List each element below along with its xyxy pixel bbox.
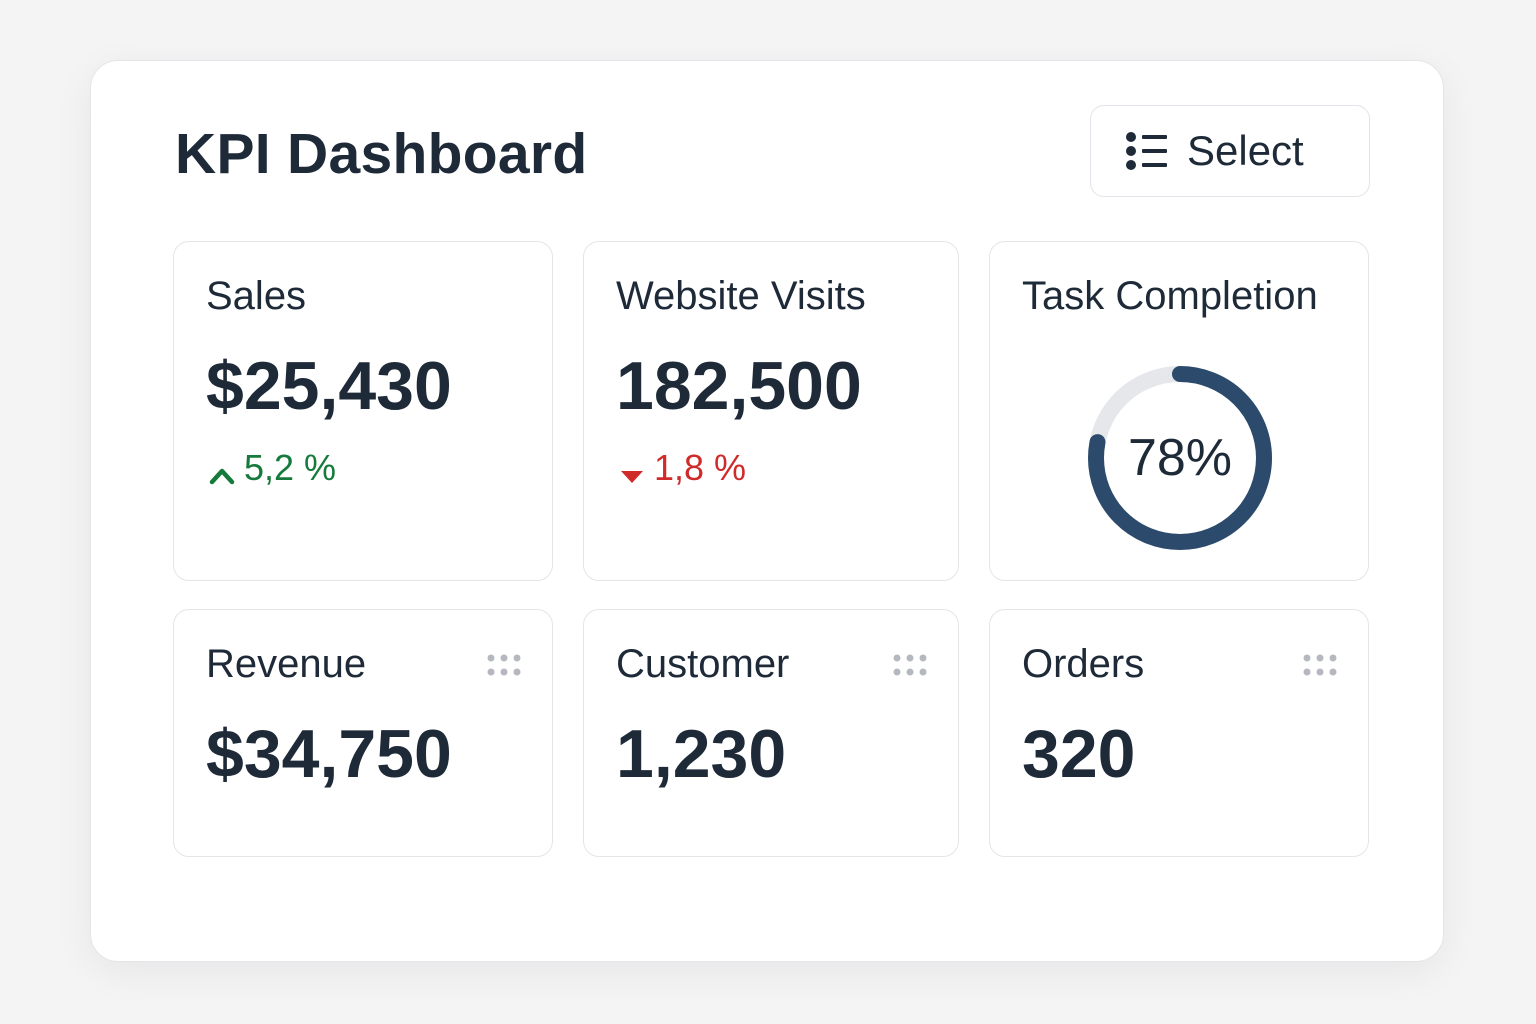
progress-ring-fill — [1088, 366, 1272, 550]
kpi-card-title: Website Visits — [616, 274, 866, 318]
select-button[interactable]: Select — [1090, 105, 1370, 197]
kpi-card-title: Orders — [1022, 642, 1145, 686]
kpi-change-indicator: 5,2 % — [208, 448, 336, 488]
page-title: KPI Dashboard — [175, 122, 588, 186]
kpi-card-value: $25,430 — [206, 348, 452, 424]
kpi-card-value: 182,500 — [616, 348, 862, 424]
kpi-change-value: 1,8 % — [654, 447, 747, 488]
kpi-card-customer[interactable]: Customer 1,230 — [583, 609, 959, 857]
kpi-change-indicator: 1,8 % — [618, 448, 746, 488]
kpi-card-title: Task Completion — [1022, 274, 1318, 318]
drag-handle-icon[interactable] — [1302, 652, 1338, 678]
arrow-down-icon — [618, 456, 646, 483]
kpi-card-sales[interactable]: Sales $25,430 5,2 % — [173, 241, 553, 581]
drag-handle-icon[interactable] — [486, 652, 522, 678]
kpi-card-title: Sales — [206, 274, 307, 318]
kpi-card-title: Customer — [616, 642, 790, 686]
kpi-card-website-visits[interactable]: Website Visits 182,500 1,8 % — [583, 241, 959, 581]
kpi-change-value: 5,2 % — [244, 447, 337, 488]
list-icon — [1125, 129, 1169, 173]
kpi-card-task-completion[interactable]: Task Completion 78% — [989, 241, 1369, 581]
kpi-card-title: Revenue — [206, 642, 367, 686]
select-button-label: Select — [1187, 127, 1304, 174]
progress-ring-label: 78% — [1127, 429, 1233, 487]
progress-ring — [1088, 366, 1272, 550]
arrow-up-icon — [208, 456, 236, 485]
kpi-card-value: $34,750 — [206, 716, 452, 792]
kpi-card-value: 1,230 — [616, 716, 787, 792]
drag-handle-icon[interactable] — [892, 652, 928, 678]
kpi-dashboard-panel: KPI Dashboard Select Sales $25,430 5,2 % — [90, 60, 1444, 962]
kpi-card-revenue[interactable]: Revenue $34,750 — [173, 609, 553, 857]
kpi-card-value: 320 — [1022, 716, 1136, 792]
kpi-card-orders[interactable]: Orders 320 — [989, 609, 1369, 857]
